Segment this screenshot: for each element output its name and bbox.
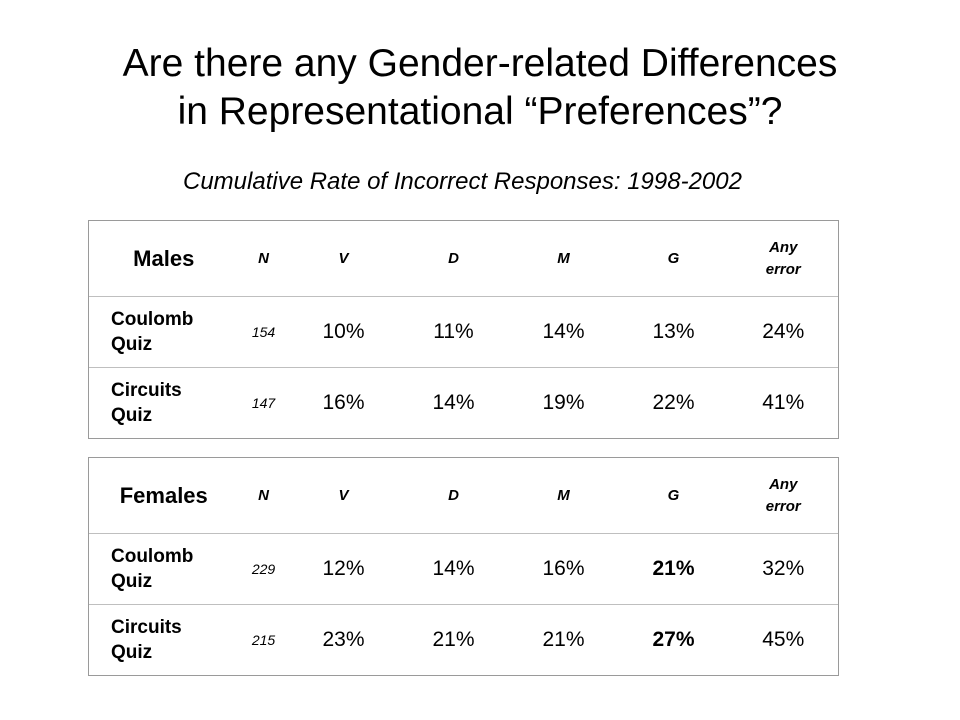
table-row: Coulomb Quiz 229 12% 14% 16% 21% 32% — [88, 533, 839, 605]
m-cell: 21% — [508, 604, 619, 676]
col-header-any-error-line-2: error — [765, 260, 801, 278]
m-cell: 19% — [508, 367, 619, 439]
slide-subtitle: Cumulative Rate of Incorrect Responses: … — [183, 168, 742, 195]
col-header-d: D — [398, 220, 509, 297]
quiz-label-line-2: Quiz — [111, 334, 153, 355]
quiz-label: Coulomb Quiz — [88, 533, 239, 605]
col-header-m: M — [508, 220, 619, 297]
males-table: Males N V D M G Any error Coulomb Quiz 1… — [88, 220, 839, 439]
d-cell: 11% — [398, 296, 509, 368]
quiz-label-line-2: Quiz — [111, 405, 153, 426]
quiz-label-line-2: Quiz — [111, 642, 153, 663]
m-cell: 16% — [508, 533, 619, 605]
quiz-label-line-1: Coulomb — [111, 309, 194, 330]
col-header-any-error-line-1: Any — [769, 475, 798, 493]
any-error-cell: 41% — [728, 367, 839, 439]
females-header-row: Females N V D M G Any error — [88, 457, 839, 534]
n-cell: 229 — [238, 533, 289, 605]
n-cell: 154 — [238, 296, 289, 368]
quiz-label-line-1: Coulomb — [111, 546, 194, 567]
n-cell: 215 — [238, 604, 289, 676]
v-cell: 12% — [288, 533, 399, 605]
quiz-label: Circuits Quiz — [88, 367, 239, 439]
quiz-label-line-1: Circuits — [111, 380, 182, 401]
table-row: Circuits Quiz 147 16% 14% 19% 22% 41% — [88, 367, 839, 439]
males-header-row: Males N V D M G Any error — [88, 220, 839, 297]
col-header-any-error: Any error — [728, 457, 839, 534]
quiz-label-line-2: Quiz — [111, 571, 153, 592]
col-header-n: N — [238, 220, 289, 297]
table-row: Coulomb Quiz 154 10% 11% 14% 13% 24% — [88, 296, 839, 368]
n-cell: 147 — [238, 367, 289, 439]
d-cell: 14% — [398, 367, 509, 439]
col-header-m: M — [508, 457, 619, 534]
col-header-d: D — [398, 457, 509, 534]
col-header-v: V — [288, 220, 399, 297]
males-label: Males — [88, 220, 239, 297]
quiz-label-line-1: Circuits — [111, 617, 182, 638]
d-cell: 21% — [398, 604, 509, 676]
quiz-label: Circuits Quiz — [88, 604, 239, 676]
col-header-any-error-line-2: error — [765, 497, 801, 515]
v-cell: 10% — [288, 296, 399, 368]
g-cell: 27% — [618, 604, 729, 676]
slide-title-line-1: Are there any Gender-related Differences — [122, 42, 838, 85]
quiz-label: Coulomb Quiz — [88, 296, 239, 368]
g-cell: 21% — [618, 533, 729, 605]
d-cell: 14% — [398, 533, 509, 605]
col-header-any-error: Any error — [728, 220, 839, 297]
col-header-v: V — [288, 457, 399, 534]
col-header-any-error-line-1: Any — [769, 238, 798, 256]
col-header-n: N — [238, 457, 289, 534]
col-header-g: G — [618, 457, 729, 534]
slide-title-line-2: in Representational “Preferences”? — [177, 90, 783, 133]
females-label: Females — [88, 457, 239, 534]
any-error-cell: 32% — [728, 533, 839, 605]
m-cell: 14% — [508, 296, 619, 368]
g-cell: 13% — [618, 296, 729, 368]
slide-title: Are there any Gender-related Differences… — [0, 40, 960, 136]
any-error-cell: 24% — [728, 296, 839, 368]
g-cell: 22% — [618, 367, 729, 439]
v-cell: 23% — [288, 604, 399, 676]
col-header-g: G — [618, 220, 729, 297]
v-cell: 16% — [288, 367, 399, 439]
any-error-cell: 45% — [728, 604, 839, 676]
table-row: Circuits Quiz 215 23% 21% 21% 27% 45% — [88, 604, 839, 676]
females-table: Females N V D M G Any error Coulomb Quiz… — [88, 457, 839, 676]
